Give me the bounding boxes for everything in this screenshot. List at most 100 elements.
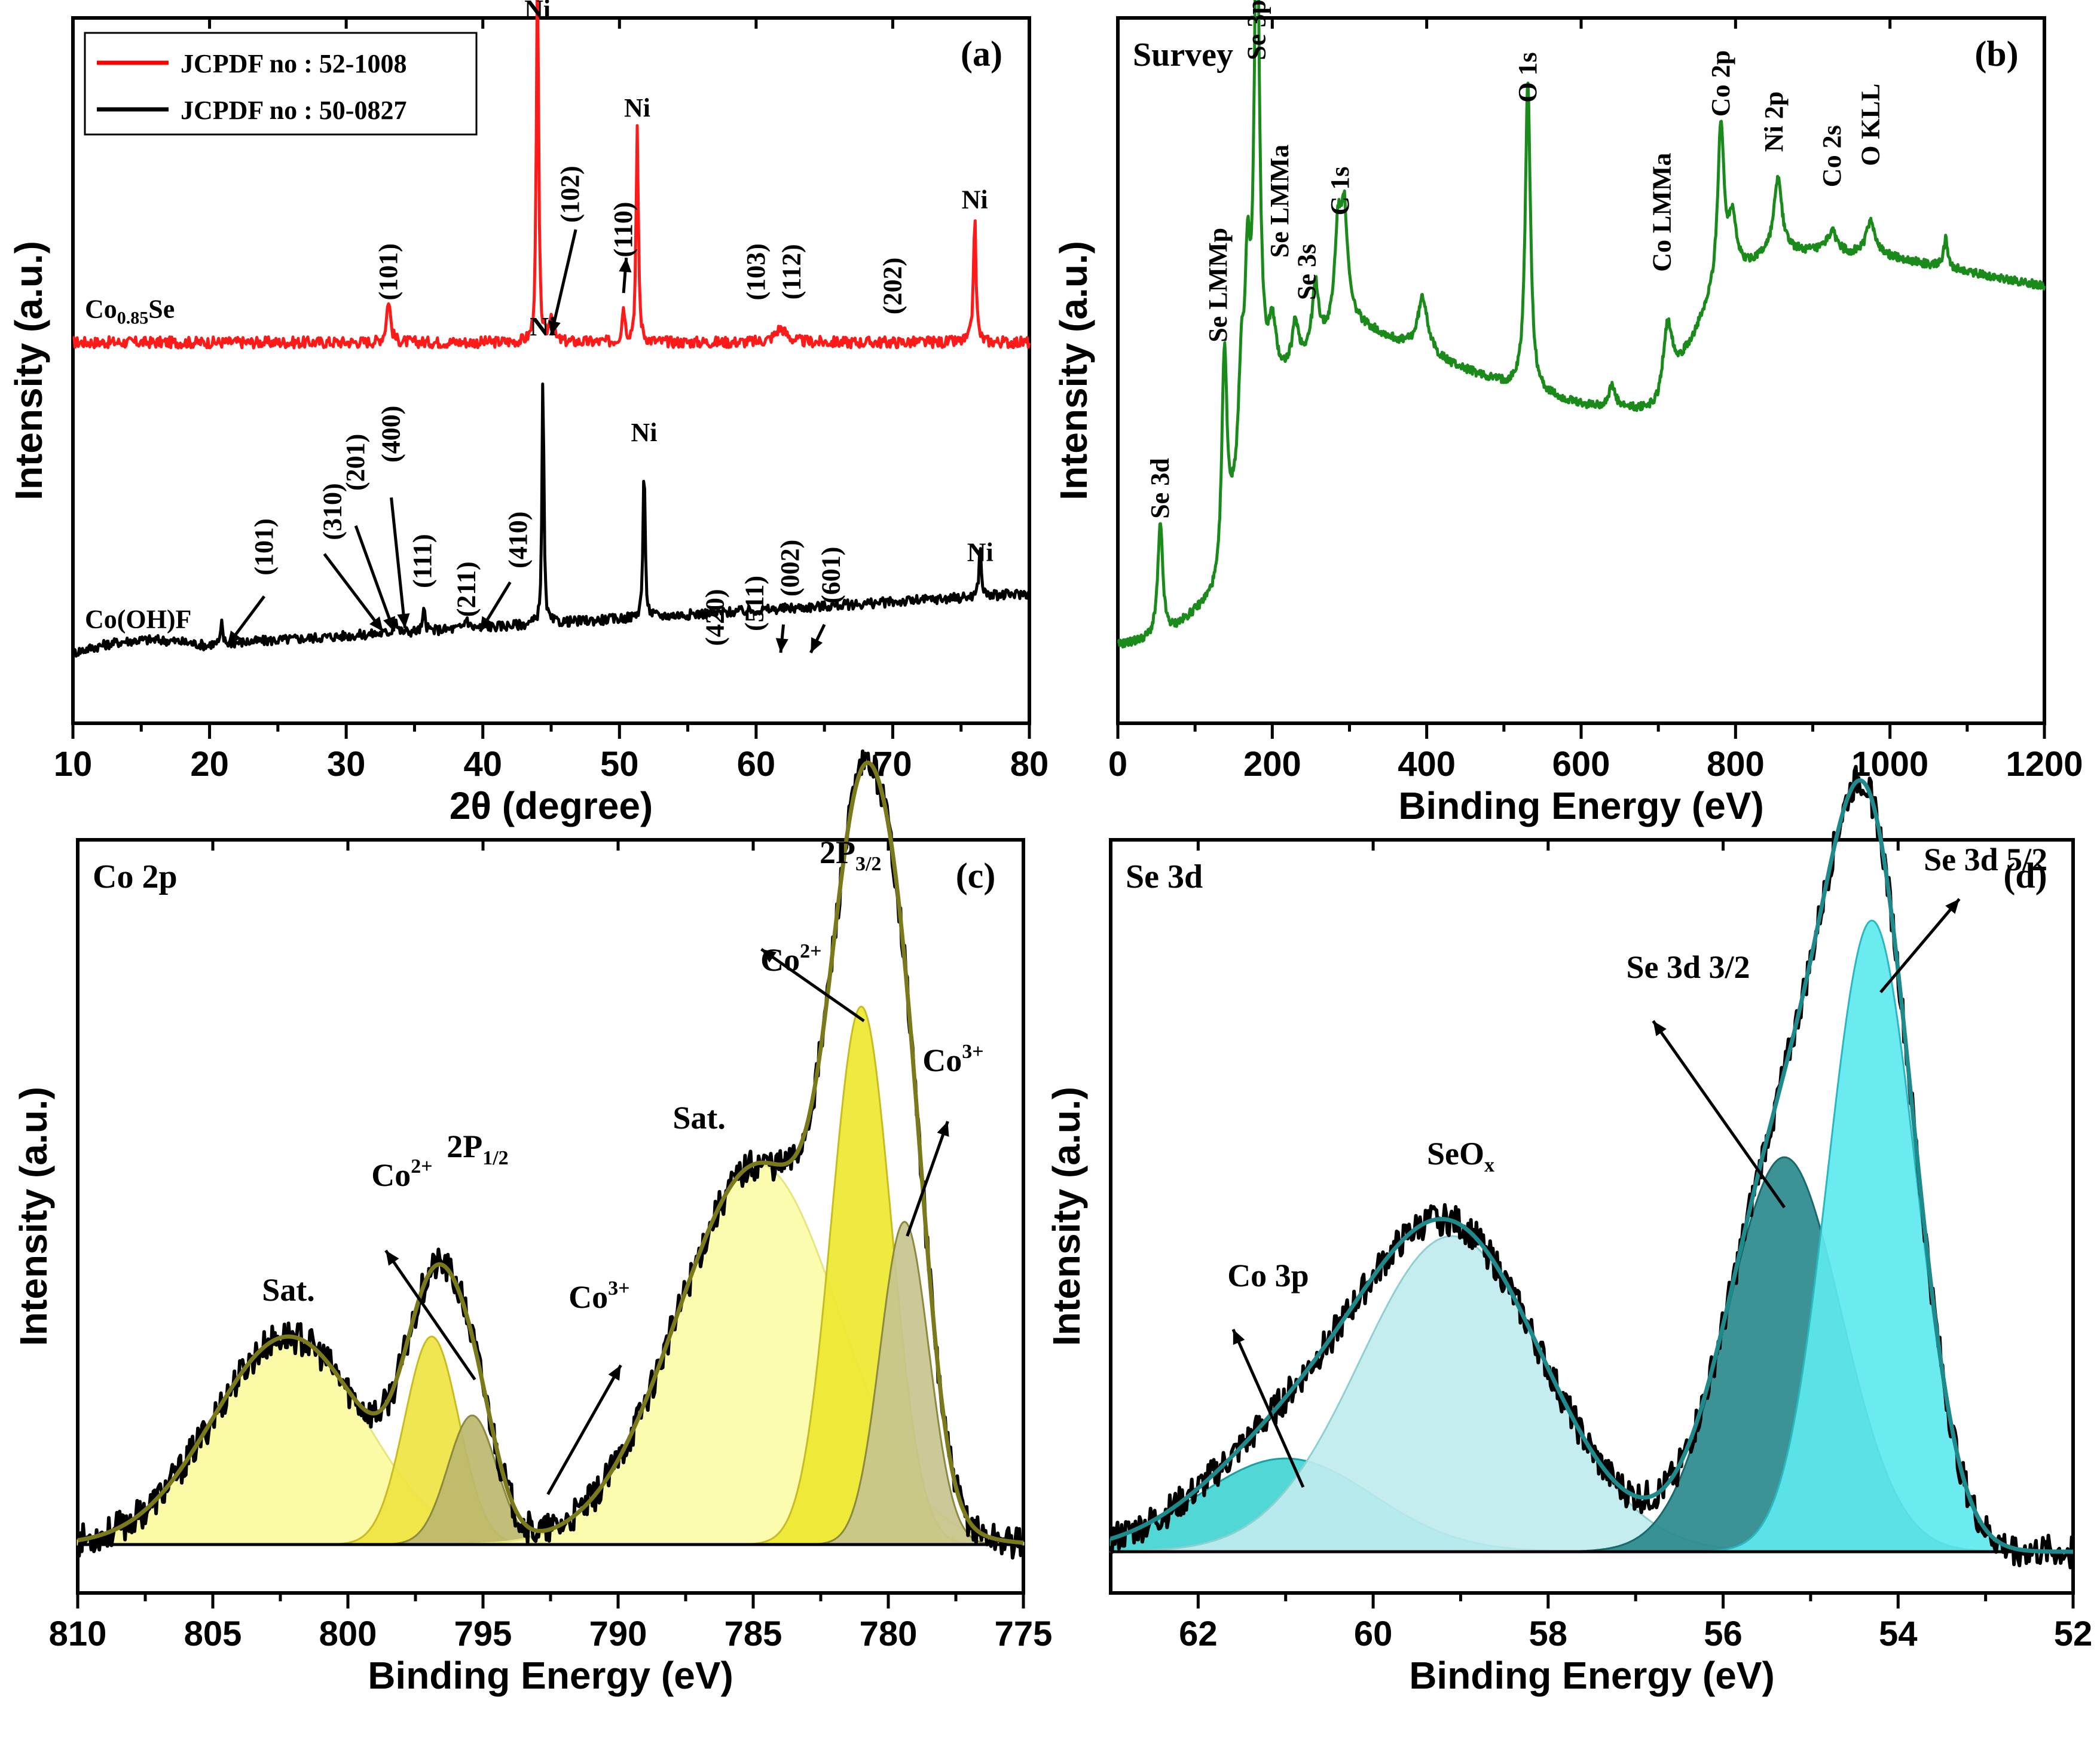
panel-label: (c) <box>956 856 996 895</box>
panel-title: Se 3d <box>1126 858 1203 895</box>
x-tick-label: 810 <box>49 1614 107 1653</box>
annotation-arrow <box>906 1121 949 1237</box>
x-tick-label: 800 <box>319 1614 377 1653</box>
annotation-hkl: (410) <box>503 512 533 568</box>
plot-frame <box>1109 838 2075 1595</box>
peak-annotation: 2P3/2 <box>820 834 881 875</box>
peak-label: Se 3p <box>1242 0 1271 60</box>
arrow-head <box>1945 899 1960 914</box>
series-line-1 <box>71 382 1031 658</box>
annotation-hkl: (202) <box>878 258 907 314</box>
annotation-hkl: (112) <box>777 244 806 299</box>
arrow-head <box>386 1250 399 1266</box>
hkl-arrow <box>323 553 384 633</box>
annotation-arrow <box>384 1249 476 1381</box>
legend-box <box>84 32 478 136</box>
annotation-hkl: (400) <box>377 406 406 463</box>
peak-label: Co 2s <box>1817 125 1847 187</box>
x-tick-label: 30 <box>327 745 366 784</box>
peak-annotation: 2P1/2 <box>447 1129 508 1169</box>
annotation-hkl: (102) <box>555 166 585 222</box>
annotation-hkl: (601) <box>817 547 846 604</box>
arrow-head <box>397 613 410 628</box>
x-tick-label: 800 <box>1707 745 1765 784</box>
peak-label: Ni 2p <box>1759 91 1789 152</box>
annotation-hkl: (511) <box>740 576 769 631</box>
annotation-arrow <box>1231 1328 1305 1488</box>
peak-label: Co LMMa <box>1647 153 1677 272</box>
x-tick-label: 0 <box>1108 745 1127 784</box>
panel-d-se3d: 62 60 58 56 54 52 Binding Energy (eV) Intensity… <box>1045 765 2093 1697</box>
peak-label: O KLL <box>1856 84 1885 166</box>
arrow-head <box>548 320 561 335</box>
peak-annotation: Co 3p <box>1227 1258 1309 1293</box>
peak-annotation: Se 3d 3/2 <box>1626 949 1750 985</box>
arrow-head <box>811 637 823 653</box>
annotation-ni: Ni <box>967 538 994 567</box>
y-axis-label: Intensity (a.u.) <box>12 1087 55 1346</box>
x-tick-label: 790 <box>589 1614 647 1653</box>
x-tick-label: 10 <box>54 745 93 784</box>
annotation-hkl: (111) <box>408 534 437 588</box>
hkl-arrow <box>390 497 406 628</box>
x-tick-label: 1000 <box>1851 745 1928 784</box>
panel-label: (d) <box>2003 856 2047 895</box>
arrow-head <box>480 616 493 632</box>
arrow-head <box>761 949 777 963</box>
y-axis-label: Intensity (a.u.) <box>7 241 50 500</box>
x-tick-label: 200 <box>1243 745 1301 784</box>
x-tick-label: 56 <box>1704 1614 1743 1653</box>
peak-label: Se LMMa <box>1265 145 1294 258</box>
peak-annotation: Co3+ <box>922 1041 983 1078</box>
peak-annotation: Co2+ <box>371 1155 432 1193</box>
x-tick-label: 40 <box>463 745 502 784</box>
peak-label: Se 3s <box>1292 244 1321 300</box>
peak-label: Co 2p <box>1706 50 1735 117</box>
y-axis-label: Intensity (a.u.) <box>1045 1087 1088 1346</box>
arrow-head <box>1233 1329 1245 1345</box>
annotation-hkl: (103) <box>741 243 771 300</box>
annotation-hkl: (110) <box>609 202 638 258</box>
annotation-hkl: (211) <box>451 561 481 617</box>
raw-data-line <box>76 749 1025 1560</box>
x-tick-label: 60 <box>1354 1614 1393 1653</box>
x-tick-label: 780 <box>860 1614 918 1653</box>
x-tick-label: 785 <box>725 1614 782 1653</box>
x-tick-label: 805 <box>184 1614 242 1653</box>
arrow-head <box>227 630 241 646</box>
annotation-hkl: (420) <box>700 589 729 646</box>
arrow-head <box>383 616 396 632</box>
x-axis-label: Binding Energy (eV) <box>1409 1654 1775 1697</box>
survey-line <box>1117 0 2046 649</box>
legend: JCPDF no : 52-1008 JCPDF no : 50-0827 <box>84 32 478 136</box>
peak-label: Se LMMp <box>1203 228 1233 343</box>
arrow-head <box>1653 1021 1667 1036</box>
x-tick-label: 600 <box>1552 745 1610 784</box>
peak-annotation: Sat. <box>262 1272 315 1308</box>
x-tick-label: 52 <box>2054 1614 2093 1653</box>
annotation-arrow <box>760 947 865 1023</box>
annotation-arrow <box>1652 1020 1786 1209</box>
arrow-head <box>937 1121 949 1137</box>
annotation-hkl: (310) <box>317 483 347 540</box>
arrow-head <box>369 616 383 632</box>
panel-label: (b) <box>1974 34 2018 74</box>
x-tick-label: 54 <box>1879 1614 1918 1653</box>
x-tick-label: 70 <box>873 745 912 784</box>
arrow-head <box>775 638 788 653</box>
annotation-hkl: (101) <box>249 518 279 575</box>
annotation-hkl: (101) <box>374 243 403 300</box>
hkl-arrow <box>549 229 577 336</box>
panel-title: Survey <box>1133 36 1233 74</box>
arrow-head <box>608 1365 621 1381</box>
legend-label-1: JCPDF no : 50-0827 <box>181 96 406 125</box>
peak-annotation: Co3+ <box>568 1277 629 1315</box>
legend-label-0: JCPDF no : 52-1008 <box>181 49 406 78</box>
fit-envelope-line <box>77 760 1024 1545</box>
annotation-ni: Ni <box>962 185 988 215</box>
x-tick-label: 775 <box>995 1614 1053 1653</box>
plot-frame <box>1116 16 2046 725</box>
peak-annotation: SeOx <box>1427 1136 1494 1176</box>
series-label-1: Co(OH)F <box>85 605 191 634</box>
